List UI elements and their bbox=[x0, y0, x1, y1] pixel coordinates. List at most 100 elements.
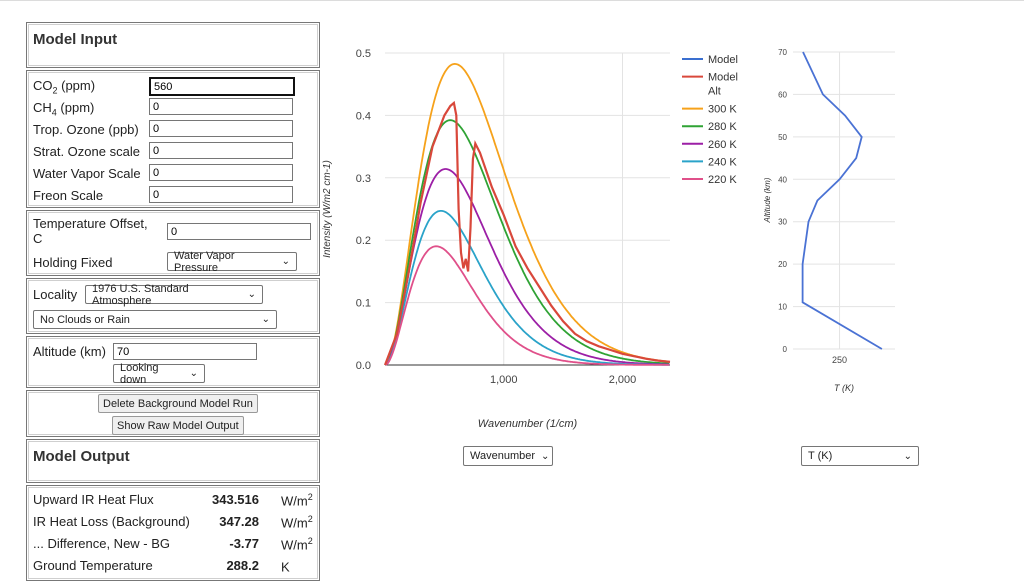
y-tick-label: 0.4 bbox=[356, 110, 371, 122]
chevron-down-icon: ⌄ bbox=[189, 368, 198, 379]
show-raw-output-button[interactable]: Show Raw Model Output bbox=[112, 416, 244, 435]
y-tick-label: 60 bbox=[778, 90, 787, 99]
series-line-240-k bbox=[385, 210, 670, 366]
legend-label: Alt bbox=[708, 86, 721, 98]
temperature-profile-chart: 0 10 20 30 40 50 60 70 250 T (K) Altitude (km) bbox=[763, 48, 895, 393]
locality-label: Locality bbox=[33, 287, 78, 302]
y-tick-label: 50 bbox=[778, 133, 787, 142]
holding-fixed-select[interactable]: Water Vapor Pressure ⌄ bbox=[167, 250, 297, 274]
heat-loss-unit: W/m2 bbox=[281, 514, 313, 531]
y-tick-label: 0.0 bbox=[356, 360, 371, 372]
ground-temp-label: Ground Temperature bbox=[33, 558, 153, 573]
profile-axis-select[interactable]: T (K) ⌄ bbox=[801, 446, 919, 466]
model-output-values: Upward IR Heat Flux 343.516 W/m2 IR Heat… bbox=[26, 485, 320, 581]
model-output-header: Model Output bbox=[26, 439, 320, 483]
difference-row: ... Difference, New - BG -3.77 W/m2 bbox=[27, 536, 319, 556]
y-axis-title: Intensity (W/m2 cm-1) bbox=[322, 160, 333, 258]
model-input-title: Model Input bbox=[33, 31, 118, 48]
ch4-label: CH4 (ppm) bbox=[33, 100, 95, 118]
series-line-model bbox=[384, 101, 671, 366]
strat-ozone-label: Strat. Ozone scale bbox=[33, 144, 140, 159]
y-tick-label: 20 bbox=[778, 260, 787, 269]
altitude-input[interactable] bbox=[113, 343, 257, 360]
ground-temp-value: 288.2 bbox=[226, 558, 259, 573]
series-line-260-k bbox=[385, 168, 670, 366]
trop-ozone-input[interactable] bbox=[149, 120, 293, 137]
legend-label: 240 K bbox=[708, 156, 737, 168]
upward-flux-value: 343.516 bbox=[212, 492, 259, 507]
altitude-group: Altitude (km) Looking down⌄ bbox=[26, 336, 320, 388]
chevron-down-icon: ⌄ bbox=[903, 450, 912, 462]
water-vapor-label: Water Vapor Scale bbox=[33, 166, 141, 181]
temp-offset-input[interactable] bbox=[167, 223, 311, 240]
difference-value: -3.77 bbox=[229, 536, 259, 551]
x-tick-label: 1,000 bbox=[490, 374, 518, 386]
temperature-group: Temperature Offset, C Holding Fixed Wate… bbox=[26, 210, 320, 276]
temperature-profile-line bbox=[801, 51, 883, 350]
freon-label: Freon Scale bbox=[33, 188, 104, 203]
strat-ozone-input[interactable] bbox=[149, 142, 293, 159]
x-axis-title: T (K) bbox=[834, 383, 854, 393]
freon-row: Freon Scale bbox=[27, 185, 319, 207]
holding-fixed-label: Holding Fixed bbox=[33, 255, 113, 270]
difference-label: ... Difference, New - BG bbox=[33, 536, 171, 551]
co2-label: CO2 (ppm) bbox=[33, 78, 96, 96]
legend-label: 260 K bbox=[708, 139, 737, 151]
heat-loss-label: IR Heat Loss (Background) bbox=[33, 514, 190, 529]
legend-label: Model bbox=[708, 72, 738, 84]
water-vapor-input[interactable] bbox=[149, 164, 293, 181]
model-input-header: Model Input bbox=[26, 22, 320, 68]
upward-flux-label: Upward IR Heat Flux bbox=[33, 492, 154, 507]
x-axis-title: Wavenumber (1/cm) bbox=[478, 418, 578, 430]
ground-temp-unit: K bbox=[281, 559, 290, 575]
y-tick-label: 0.2 bbox=[356, 235, 371, 247]
x-tick-label: 250 bbox=[832, 355, 847, 365]
legend-label: 220 K bbox=[708, 174, 737, 186]
y-tick-label: 0.1 bbox=[356, 298, 371, 310]
chevron-down-icon: ⌄ bbox=[541, 450, 550, 462]
actions-group: Delete Background Model Run Show Raw Mod… bbox=[26, 390, 320, 437]
ground-temp-row: Ground Temperature 288.2 K bbox=[27, 558, 319, 578]
y-tick-label: 30 bbox=[778, 218, 787, 227]
series-line-220-k bbox=[385, 245, 670, 366]
y-tick-label: 70 bbox=[778, 48, 787, 57]
altitude-label: Altitude (km) bbox=[33, 344, 106, 359]
delete-background-button[interactable]: Delete Background Model Run bbox=[98, 394, 258, 413]
locality-group: Locality 1976 U.S. Standard Atmosphere ⌄ … bbox=[26, 278, 320, 334]
x-tick-label: 2,000 bbox=[609, 374, 637, 386]
series-line-280-k bbox=[385, 119, 670, 366]
looking-direction-select[interactable]: Looking down ⌄ bbox=[113, 362, 205, 386]
left-panel: Model Input CO2 (ppm) CH4 (ppm) Trop. Oz… bbox=[26, 22, 320, 583]
ch4-input[interactable] bbox=[149, 98, 293, 115]
clouds-select[interactable]: No Clouds or Rain ⌄ bbox=[33, 310, 277, 329]
chevron-down-icon: ⌄ bbox=[261, 314, 270, 325]
y-tick-label: 0 bbox=[783, 345, 788, 354]
strat-ozone-row: Strat. Ozone scale bbox=[27, 141, 319, 163]
chevron-down-icon: ⌄ bbox=[281, 256, 290, 267]
trop-ozone-row: Trop. Ozone (ppb) bbox=[27, 119, 319, 141]
y-tick-label: 0.3 bbox=[356, 173, 371, 185]
window-top-border bbox=[0, 0, 1024, 1]
temp-offset-label: Temperature Offset, C bbox=[33, 216, 148, 246]
upward-flux-row: Upward IR Heat Flux 343.516 W/m2 bbox=[27, 492, 319, 512]
difference-unit: W/m2 bbox=[281, 536, 313, 553]
co2-row: CO2 (ppm) bbox=[27, 75, 319, 97]
y-tick-label: 10 bbox=[778, 303, 787, 312]
y-tick-label: 40 bbox=[778, 175, 787, 184]
co2-input[interactable] bbox=[149, 77, 295, 96]
heat-loss-value: 347.28 bbox=[219, 514, 259, 529]
freon-input[interactable] bbox=[149, 186, 293, 203]
gas-inputs-group: CO2 (ppm) CH4 (ppm) Trop. Ozone (ppb) St… bbox=[26, 70, 320, 208]
legend-label: 280 K bbox=[708, 121, 737, 133]
spectrum-x-axis-select[interactable]: Wavenumber ⌄ bbox=[463, 446, 553, 466]
legend-label: 300 K bbox=[708, 104, 737, 116]
locality-select[interactable]: 1976 U.S. Standard Atmosphere ⌄ bbox=[85, 283, 263, 307]
chevron-down-icon: ⌄ bbox=[247, 289, 256, 300]
spectrum-chart: 0.0 0.1 0.2 0.3 0.4 0.5 1,000 2,000 Wavenumber (… bbox=[322, 48, 738, 430]
model-output-title: Model Output bbox=[33, 448, 130, 465]
series-line-300-k bbox=[385, 62, 670, 366]
trop-ozone-label: Trop. Ozone (ppb) bbox=[33, 122, 139, 137]
ch4-row: CH4 (ppm) bbox=[27, 97, 319, 119]
legend-label: Model bbox=[708, 54, 738, 66]
y-tick-label: 0.5 bbox=[356, 48, 371, 60]
